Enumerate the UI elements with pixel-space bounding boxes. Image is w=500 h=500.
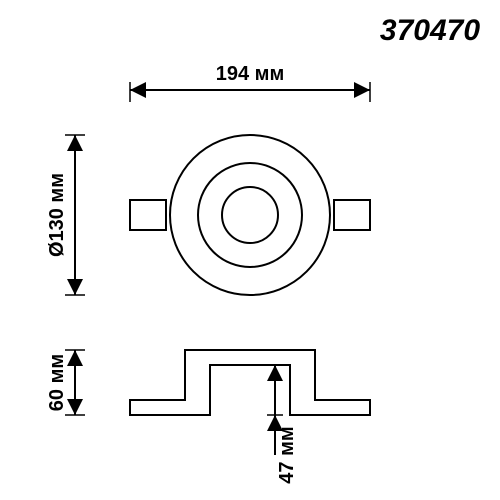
right-tab (334, 200, 370, 230)
dim-inner-height-label: 47 мм (276, 426, 298, 483)
section-outline (130, 350, 370, 415)
left-tab (130, 200, 166, 230)
dim-diameter-label: Ø130 мм (46, 173, 68, 257)
tech-drawing: 370470 194 мм Ø130 мм 60 мм 47 мм (0, 0, 500, 500)
dim-width-label: 194 мм (216, 63, 285, 85)
product-code: 370470 (380, 14, 480, 47)
dim-height-label: 60 мм (46, 354, 68, 411)
circle-outer (170, 135, 330, 295)
